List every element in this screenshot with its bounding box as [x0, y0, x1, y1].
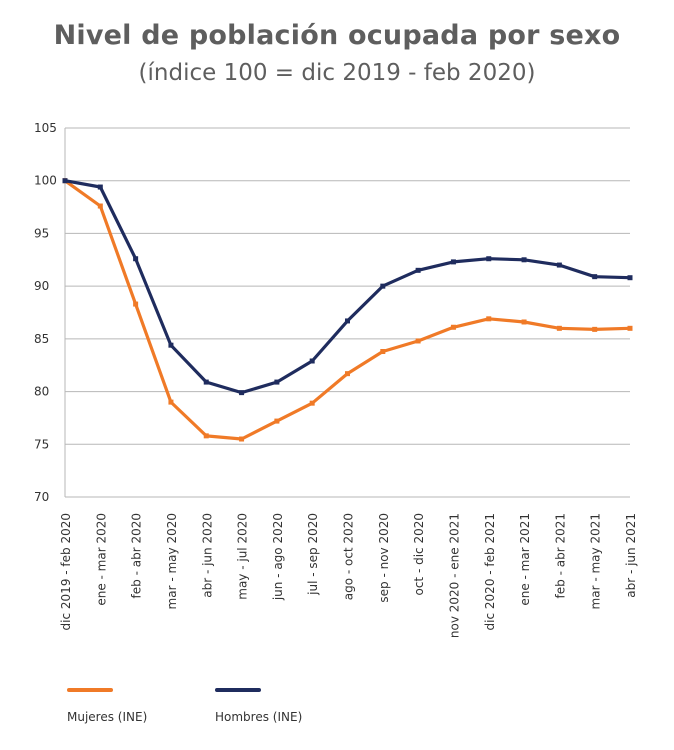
- series-lines: [63, 179, 632, 441]
- x-tick-label: ago - oct 2020: [342, 513, 356, 600]
- data-point-mujeres: [203, 433, 209, 439]
- data-point-mujeres: [97, 203, 103, 209]
- data-point-hombres: [521, 257, 527, 263]
- data-point-hombres: [592, 274, 598, 280]
- x-tick-label: feb - abr 2021: [553, 513, 567, 598]
- data-point-hombres: [415, 267, 421, 273]
- y-tick-label: 95: [34, 226, 49, 240]
- data-point-hombres: [450, 259, 456, 265]
- x-tick-label: mar - may 2020: [165, 513, 179, 609]
- y-tick-label: 70: [34, 490, 49, 504]
- y-tick-label: 100: [34, 174, 57, 188]
- legend-label-mujeres: Mujeres (INE): [67, 710, 148, 724]
- x-tick-label: mar - may 2021: [589, 513, 603, 609]
- data-point-mujeres: [133, 301, 139, 307]
- y-axis-ticks: 70 75 80 85 90 95 100 105: [34, 121, 57, 504]
- data-point-hombres: [486, 256, 492, 262]
- x-axis-ticks: dic 2019 - feb 2020 ene - mar 2020 feb - a…: [59, 513, 638, 638]
- data-point-mujeres: [592, 326, 598, 332]
- x-tick-label: abr - jun 2021: [624, 513, 638, 598]
- data-point-mujeres: [380, 349, 386, 355]
- data-point-hombres: [274, 379, 280, 385]
- data-point-mujeres: [239, 436, 245, 442]
- data-point-mujeres: [274, 418, 280, 424]
- x-tick-label: jul - sep 2020: [306, 513, 320, 596]
- data-point-hombres: [380, 283, 386, 289]
- data-point-mujeres: [627, 325, 633, 331]
- series-line-hombres: [63, 179, 632, 395]
- y-tick-label: 85: [34, 332, 49, 346]
- x-tick-label: dic 2019 - feb 2020: [59, 513, 73, 630]
- y-tick-label: 80: [34, 385, 49, 399]
- x-tick-label: sep - nov 2020: [377, 513, 391, 603]
- data-point-hombres: [309, 358, 315, 364]
- x-tick-label: dic 2020 - feb 2021: [483, 513, 497, 630]
- y-tick-label: 90: [34, 279, 49, 293]
- x-tick-label: ene - mar 2020: [94, 513, 108, 606]
- data-point-mujeres: [345, 371, 350, 377]
- x-tick-label: ene - mar 2021: [518, 513, 532, 606]
- x-tick-label: abr - jun 2020: [200, 513, 214, 598]
- chart-title: Nivel de población ocupada por sexo: [53, 20, 621, 51]
- y-tick-label: 105: [34, 121, 57, 135]
- data-point-hombres: [168, 342, 174, 348]
- legend-swatch-mujeres: [67, 688, 113, 692]
- legend-swatch-hombres: [215, 688, 261, 692]
- x-tick-label: nov 2020 - ene 2021: [447, 513, 461, 638]
- series-line-mujeres: [63, 179, 632, 441]
- series-points: [62, 178, 633, 442]
- y-tick-label: 75: [34, 437, 49, 451]
- x-tick-label: oct - dic 2020: [412, 513, 426, 596]
- data-point-hombres: [203, 379, 209, 385]
- data-point-mujeres: [415, 338, 421, 344]
- data-point-mujeres: [486, 316, 492, 322]
- data-point-hombres: [97, 184, 103, 190]
- x-tick-label: may - jul 2020: [236, 513, 250, 600]
- chart-subtitle: (índice 100 = dic 2019 - feb 2020): [138, 60, 536, 86]
- data-point-mujeres: [168, 399, 174, 405]
- x-tick-label: feb - abr 2020: [130, 513, 144, 598]
- data-point-hombres: [345, 318, 350, 324]
- data-point-mujeres: [521, 319, 527, 325]
- legend-label-hombres: Hombres (INE): [215, 710, 303, 724]
- data-point-hombres: [627, 275, 633, 281]
- gridlines: [64, 127, 630, 498]
- data-point-mujeres: [556, 325, 562, 331]
- data-point-hombres: [133, 256, 139, 262]
- data-point-mujeres: [450, 324, 456, 330]
- data-point-hombres: [239, 390, 245, 396]
- data-point-mujeres: [309, 400, 315, 406]
- data-point-hombres: [556, 262, 562, 268]
- x-tick-label: jun - ago 2020: [271, 513, 285, 601]
- data-point-hombres: [62, 178, 68, 184]
